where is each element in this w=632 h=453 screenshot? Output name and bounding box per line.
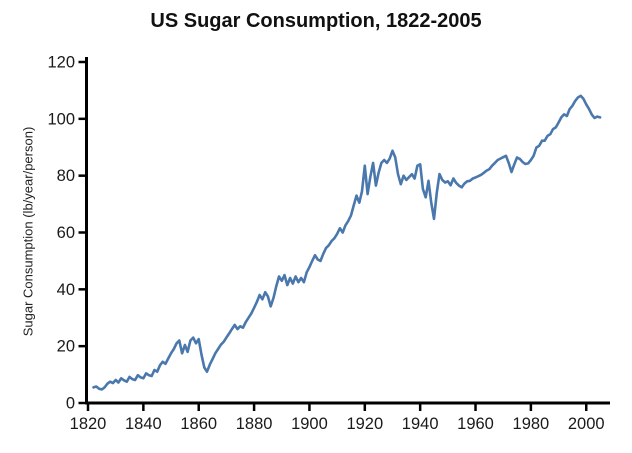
y-tick-label: 60: [57, 224, 75, 242]
y-tick-label: 40: [57, 281, 75, 299]
sugar-consumption-line: [92, 94, 602, 391]
x-tick-label: 1820: [70, 415, 107, 433]
y-tick-label: 100: [47, 110, 75, 128]
x-tick-label: 1960: [457, 415, 494, 433]
y-tick-label: 20: [57, 338, 75, 356]
x-tick-label: 1920: [346, 415, 383, 433]
x-tick-label: 1980: [513, 415, 550, 433]
y-tick-label: 80: [57, 167, 75, 185]
x-tick-label: 1900: [291, 415, 328, 433]
x-tick-label: 1880: [236, 415, 273, 433]
chart-title: US Sugar Consumption, 1822-2005: [150, 10, 482, 32]
y-tick-label: 120: [47, 54, 75, 72]
x-tick-label: 2000: [568, 415, 605, 433]
x-tick-label: 1860: [180, 415, 217, 433]
x-tick-label: 1840: [125, 415, 162, 433]
x-tick-label: 1940: [402, 415, 439, 433]
y-tick-label: 0: [66, 395, 75, 413]
